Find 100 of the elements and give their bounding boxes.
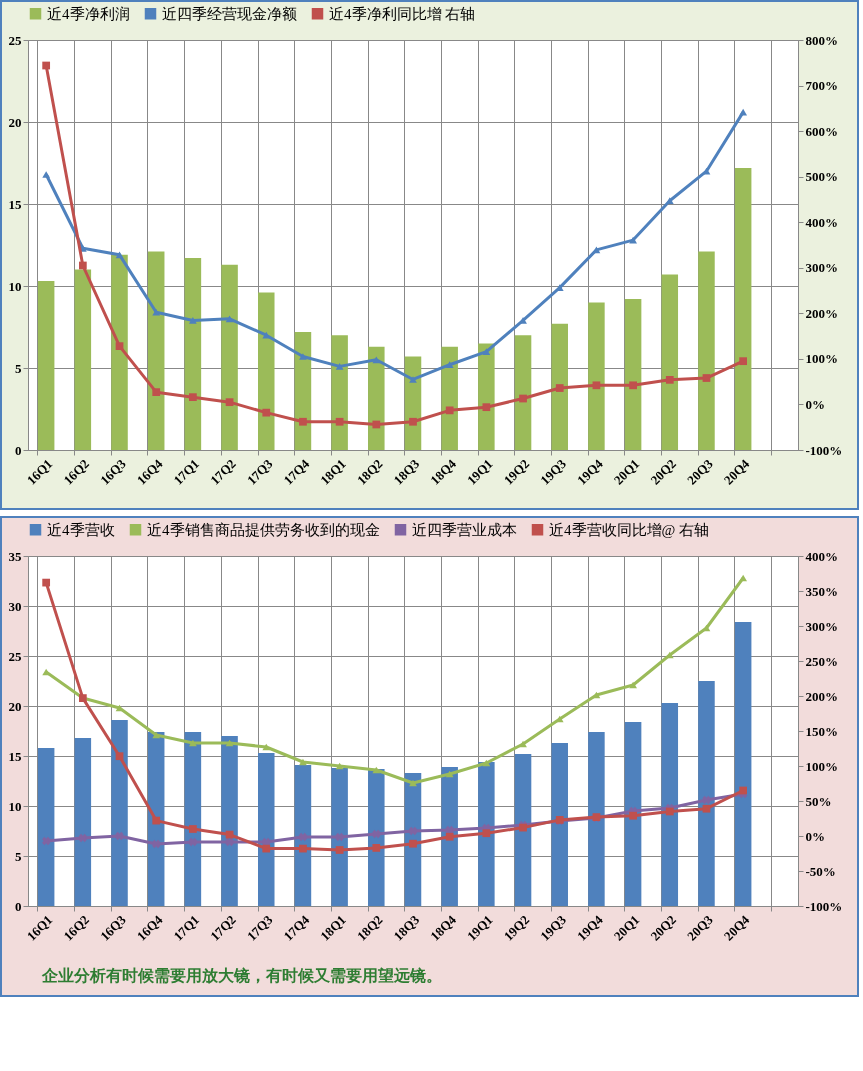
- y2-tick-label: -50%: [805, 863, 836, 879]
- y2-tick-label: 400%: [805, 548, 838, 564]
- y-tick-label: 15: [8, 196, 22, 212]
- bar: [221, 736, 238, 906]
- point: [189, 825, 197, 833]
- point: [372, 844, 381, 852]
- bar: [514, 754, 532, 906]
- y2-tick-label: -100%: [805, 442, 843, 458]
- y-tick-label: 0: [15, 442, 22, 458]
- bar: [368, 346, 385, 450]
- point: [115, 752, 124, 761]
- point: [78, 833, 87, 843]
- bar: [624, 722, 642, 906]
- legend-label: 近4季净利润: [47, 5, 130, 22]
- point: [115, 251, 124, 259]
- point: [702, 374, 711, 382]
- y-tick-label: 10: [8, 798, 22, 814]
- y-tick-label: 25: [8, 648, 22, 664]
- point: [665, 197, 674, 205]
- legend-label: 近4季销售商品提供劳务收到的现金: [147, 521, 380, 538]
- point: [262, 331, 271, 339]
- bar: [588, 302, 605, 450]
- point: [372, 829, 381, 839]
- bar: [294, 765, 312, 906]
- point: [335, 363, 344, 370]
- bar: [111, 254, 128, 450]
- point: [482, 829, 491, 838]
- point: [482, 403, 491, 412]
- bar: [588, 732, 605, 906]
- point: [225, 398, 234, 407]
- y2-tick-label: 100%: [805, 758, 838, 774]
- y2-tick-label: -100%: [805, 898, 843, 914]
- bar: [111, 720, 128, 906]
- text: 企业分析有时候需要用放大镜，有时候又需要用望远镜。: [41, 966, 443, 986]
- y-tick-label: 20: [8, 698, 22, 714]
- point: [152, 816, 161, 825]
- y2-tick-label: 300%: [805, 618, 838, 634]
- bar: [74, 738, 92, 906]
- point: [152, 308, 161, 316]
- y-tick-label: 15: [8, 748, 22, 764]
- bar: [661, 274, 679, 450]
- point: [42, 61, 51, 70]
- bar: [551, 323, 568, 450]
- legend-label: 近4季净利同比增 右轴: [329, 5, 476, 22]
- bar: [258, 292, 275, 450]
- y2-tick-label: 800%: [805, 32, 838, 48]
- y-tick-label: 0: [15, 898, 22, 914]
- bar: [37, 748, 55, 906]
- point: [189, 393, 197, 402]
- point: [409, 839, 417, 848]
- point: [299, 353, 307, 360]
- point: [409, 417, 417, 426]
- y2-tick-label: 700%: [805, 78, 838, 94]
- y2-tick-label: 200%: [805, 688, 838, 704]
- point: [665, 375, 674, 384]
- point: [335, 417, 344, 426]
- bar: [184, 732, 202, 906]
- y2-tick-label: 500%: [805, 169, 838, 185]
- point: [225, 315, 234, 323]
- point: [115, 342, 124, 351]
- point: [372, 356, 381, 364]
- point: [372, 420, 381, 429]
- point: [519, 394, 527, 403]
- legend-label: 近四季营业成本: [412, 521, 517, 538]
- point: [335, 832, 344, 842]
- bar: [147, 732, 165, 906]
- point: [189, 317, 197, 324]
- y-tick-label: 10: [8, 278, 22, 294]
- point: [188, 837, 198, 847]
- y2-tick-label: 100%: [805, 351, 838, 367]
- point: [592, 381, 601, 390]
- bar: [478, 762, 495, 906]
- bar: [441, 767, 458, 906]
- point: [42, 578, 51, 587]
- point: [519, 317, 527, 324]
- y2-tick-label: 300%: [805, 260, 838, 276]
- point: [702, 804, 711, 813]
- point: [445, 406, 454, 415]
- bar: [624, 299, 642, 450]
- point: [152, 388, 161, 397]
- y-tick-label: 30: [8, 598, 22, 614]
- legend-label: 近四季经营现金净额: [162, 5, 297, 22]
- point: [665, 807, 674, 816]
- y2-tick-label: 0%: [805, 396, 825, 412]
- bar: [478, 343, 495, 450]
- point: [262, 408, 271, 417]
- point: [262, 844, 271, 853]
- bar: [734, 167, 752, 450]
- point: [739, 108, 748, 116]
- y-tick-label: 25: [8, 32, 22, 48]
- point: [445, 361, 454, 369]
- point: [335, 846, 344, 854]
- bar: [661, 703, 679, 906]
- point: [152, 839, 161, 849]
- y2-tick-label: 600%: [805, 123, 838, 139]
- point: [629, 381, 637, 390]
- point: [629, 811, 637, 820]
- point: [42, 836, 51, 846]
- bar: [551, 743, 568, 906]
- point: [299, 844, 307, 853]
